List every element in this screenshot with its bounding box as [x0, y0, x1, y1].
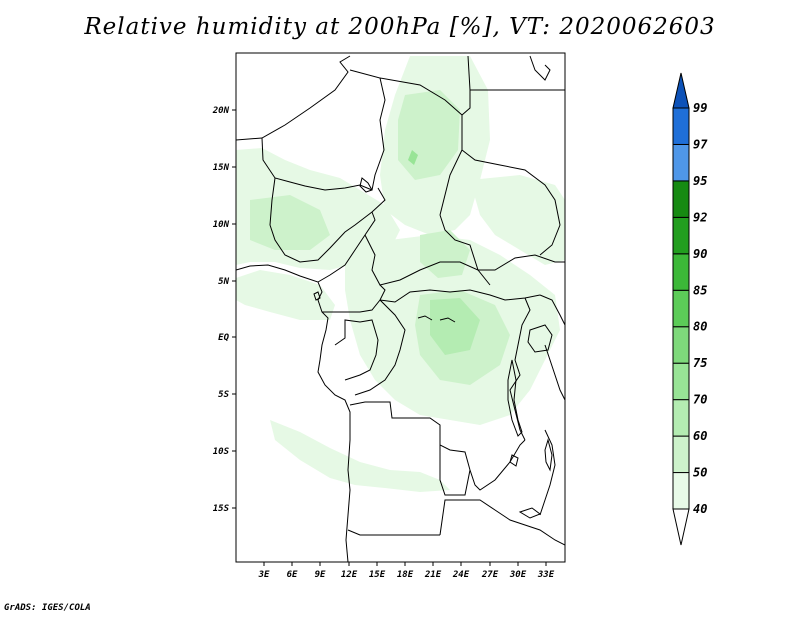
colorbar-label: 97	[693, 137, 708, 151]
border-congo-drc	[354, 299, 406, 396]
colorbar-label: 60	[693, 429, 707, 443]
colorbar-segment	[672, 253, 690, 291]
bioko-island	[313, 291, 321, 301]
border-uganda-kenya	[539, 294, 565, 326]
latitude-ticks	[232, 109, 236, 509]
colorbar-label: 90	[693, 247, 707, 261]
colorbar-label: 85	[693, 283, 707, 297]
border-chad-sudan	[439, 214, 479, 271]
lat-label-eq: EQ	[218, 333, 229, 343]
lat-label-5s: 5S	[218, 390, 229, 400]
lon-label-33e: 33E	[537, 570, 555, 580]
colorbar-label: 50	[693, 466, 707, 480]
colorbar: 40 50 60 70 75 80 85 90 92 95 97 99	[672, 72, 708, 546]
colorbar-label: 95	[693, 174, 707, 188]
colorbar-labels: 40 50 60 70 75 80 85 90 92 95 97 99	[693, 101, 708, 516]
lat-label-15s: 15S	[213, 504, 230, 514]
lat-label-5n: 5N	[218, 277, 229, 287]
humidity-area-coast	[236, 270, 335, 320]
latitude-labels: 20N 15N 10N 5N EQ 5S 10S 15S	[212, 106, 230, 514]
map-title: Relative humidity at 200hPa [%], VT: 202…	[84, 14, 716, 40]
border-chad-car	[364, 234, 491, 286]
lon-label-24e: 24E	[452, 570, 470, 580]
country-borders	[236, 55, 565, 562]
river-ubangi	[439, 317, 456, 323]
lake-victoria	[527, 324, 553, 353]
colorbar-segment	[672, 362, 690, 401]
border-east-africa	[544, 344, 565, 401]
grads-credit: GrADS: IGES/COLA	[4, 603, 91, 613]
colorbar-segment	[672, 289, 690, 328]
colorbar-label: 40	[693, 502, 707, 516]
humidity-core-6	[408, 150, 418, 165]
colorbar-segments	[672, 107, 690, 510]
humidity-shading	[236, 56, 565, 492]
border-libya-chad	[379, 77, 463, 216]
lat-label-10n: 10N	[213, 220, 230, 230]
lat-label-10s: 10S	[213, 447, 230, 457]
colorbar-segment	[672, 107, 690, 145]
lake-chad	[359, 177, 373, 193]
lat-label-20n: 20N	[212, 106, 230, 116]
lon-label-12e: 12E	[341, 570, 358, 580]
lon-label-27e: 27E	[481, 570, 499, 580]
border-sudan-ethiopia	[461, 149, 561, 256]
humidity-core-4	[420, 230, 470, 278]
colorbar-bottom-arrow	[672, 508, 690, 546]
humidity-area-south	[270, 420, 450, 492]
colorbar-label: 75	[693, 356, 707, 370]
humidity-core-5	[430, 298, 480, 355]
colorbar-segment	[672, 216, 690, 255]
colorbar-segment	[672, 326, 690, 364]
lat-label-15n: 15N	[213, 163, 230, 173]
lake-mweru	[509, 454, 519, 467]
border-angola-zambia	[439, 445, 471, 496]
map-frame	[235, 52, 566, 563]
border-angola-namibia	[347, 529, 440, 536]
colorbar-segment	[672, 399, 690, 437]
colorbar-segment	[672, 435, 690, 474]
lon-label-18e: 18E	[397, 570, 414, 580]
border-mali-niger	[261, 137, 373, 191]
coastline-west-africa	[236, 264, 351, 562]
border-gabon-congo	[334, 319, 379, 381]
border-libya-niger	[349, 69, 386, 191]
colorbar-label: 99	[693, 101, 707, 115]
lon-label-30e: 30E	[509, 570, 527, 580]
lake-malawi	[544, 438, 553, 472]
colorbar-segment	[672, 472, 690, 510]
lon-label-21e: 21E	[424, 570, 442, 580]
border-libya-sudan	[461, 55, 471, 116]
longitude-labels: 3E 6E 9E 12E 15E 18E 21E 24E 27E 30E 33E	[258, 570, 555, 580]
longitude-ticks	[263, 562, 547, 566]
lake-tanganyika	[507, 359, 523, 437]
colorbar-segment	[672, 143, 690, 182]
border-zambia-south	[439, 499, 565, 546]
colorbar-top-arrow	[672, 72, 690, 109]
coastline-red-sea	[529, 55, 551, 81]
lake-kariba	[518, 507, 542, 519]
lon-label-6e: 6E	[287, 570, 298, 580]
colorbar-label: 70	[693, 393, 707, 407]
humidity-core-2	[250, 195, 330, 250]
colorbar-label: 92	[693, 210, 707, 224]
border-cameroon-gabon	[322, 284, 386, 313]
lon-label-3e: 3E	[258, 570, 270, 580]
border-sudan-southsudan	[478, 254, 565, 271]
border-drc-angola	[349, 401, 526, 491]
lon-label-15e: 15E	[369, 570, 386, 580]
river-congo	[417, 315, 433, 321]
colorbar-label: 80	[693, 320, 707, 334]
colorbar-segment	[672, 180, 690, 218]
border-mozambique-malawi	[539, 429, 556, 516]
border-car-drc	[379, 289, 541, 303]
border-nigeria-cameroon	[317, 211, 376, 283]
lon-label-9e: 9E	[315, 570, 326, 580]
humidity-area-southeast	[470, 175, 565, 265]
border-algeria-niger	[236, 55, 351, 141]
